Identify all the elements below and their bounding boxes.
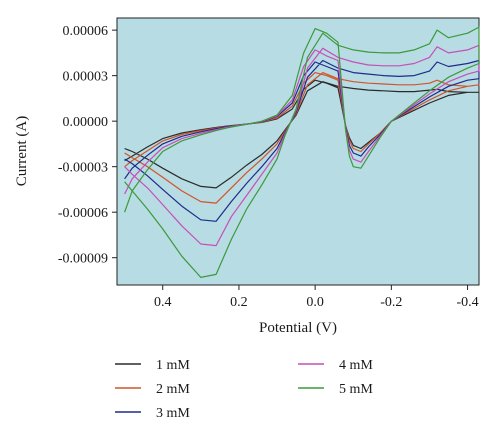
legend-label-4: 4 mM: [339, 358, 373, 373]
series-curves: [124, 26, 480, 278]
x-tick-label: -0.4: [456, 295, 478, 310]
x-tick-label: 0.0: [306, 295, 324, 310]
y-axis: 0.00006 0.00003 0.00000 -0.00003 -0.00006 -0.…: [58, 24, 117, 267]
legend-label-5: 5 mM: [339, 382, 373, 397]
legend-label-3: 3 mM: [156, 406, 190, 421]
y-tick-label: 0.00003: [63, 70, 109, 85]
x-tick-label: 0.4: [154, 295, 172, 310]
y-tick-label: -0.00009: [58, 252, 108, 267]
legend-label-1: 1 mM: [156, 358, 190, 373]
legend-label-2: 2 mM: [156, 382, 190, 397]
x-axis: 0.4 0.2 0.0 -0.2 -0.4: [154, 285, 479, 310]
plot-area-background: [116, 17, 480, 286]
legend: 1 mM 2 mM 3 mM 4 mM 5 mM: [115, 358, 373, 421]
x-tick-label: 0.2: [230, 295, 248, 310]
y-axis-title: Current (A): [14, 116, 30, 186]
y-tick-label: 0.00006: [63, 24, 109, 39]
y-tick-label: 0.00000: [63, 115, 109, 130]
series-line-5: [124, 26, 480, 278]
y-tick-label: -0.00003: [58, 161, 108, 176]
x-tick-label: -0.2: [380, 295, 402, 310]
x-axis-title: Potential (V): [259, 320, 337, 336]
y-tick-label: -0.00006: [58, 206, 108, 221]
